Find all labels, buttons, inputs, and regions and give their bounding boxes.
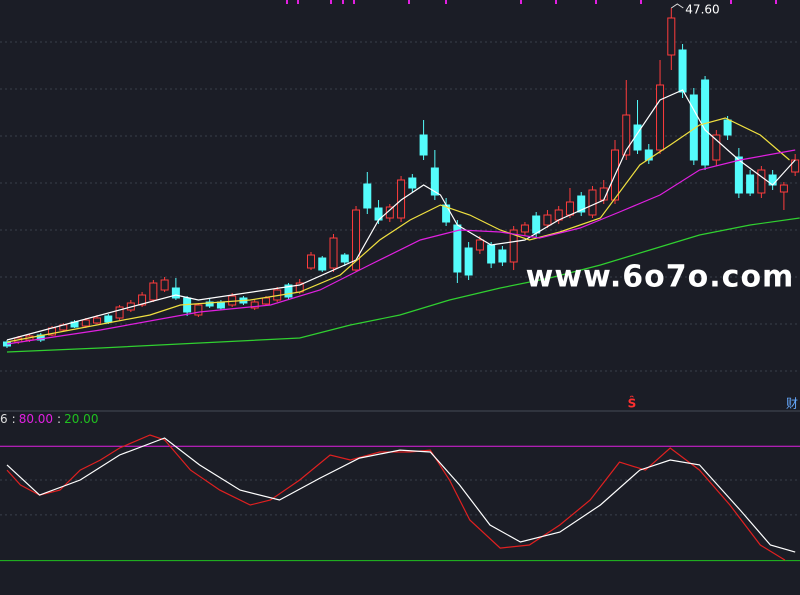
candle-body bbox=[712, 134, 721, 161]
event-marker: Ŝ bbox=[628, 396, 637, 411]
candle-body bbox=[261, 297, 270, 305]
candle-body bbox=[667, 17, 676, 56]
candle-body bbox=[205, 301, 214, 307]
candle-body bbox=[36, 334, 45, 341]
candle-body bbox=[408, 177, 417, 189]
candle-body bbox=[93, 317, 102, 324]
candle-body bbox=[520, 224, 529, 233]
candle-body bbox=[194, 304, 203, 316]
candle-body bbox=[430, 167, 439, 196]
indicator-line bbox=[6, 149, 796, 345]
indicator-line bbox=[6, 89, 796, 341]
candle-body bbox=[689, 94, 698, 161]
candle-body bbox=[284, 284, 293, 298]
candle-body bbox=[723, 119, 732, 136]
candle-body bbox=[734, 156, 743, 194]
watermark: www.6o7o.com bbox=[526, 260, 795, 295]
candle-body bbox=[306, 254, 315, 269]
candle-body bbox=[532, 215, 541, 234]
candle-body bbox=[757, 169, 766, 194]
candle-body bbox=[115, 306, 124, 319]
top-markers bbox=[286, 0, 777, 4]
candle-body bbox=[498, 249, 507, 263]
candle-body bbox=[171, 287, 180, 299]
candle-body bbox=[453, 224, 462, 273]
candle-body bbox=[329, 237, 338, 269]
level-label: 80.00 bbox=[19, 412, 53, 426]
separator: : bbox=[57, 412, 61, 426]
max-leader bbox=[671, 3, 684, 9]
indicator-line bbox=[6, 434, 786, 561]
candle-body bbox=[644, 149, 653, 161]
candle-body bbox=[779, 184, 788, 193]
candle-body bbox=[656, 84, 665, 151]
candle-body bbox=[577, 195, 586, 213]
indicator-name: 6 bbox=[0, 412, 8, 426]
candle-body bbox=[397, 179, 406, 219]
max-label: 47.60 bbox=[685, 3, 719, 17]
candle-body bbox=[475, 239, 484, 251]
candle-body bbox=[464, 247, 473, 276]
indicator-header: 6:80.00:20.00 bbox=[0, 412, 98, 426]
candle-body bbox=[81, 319, 90, 327]
candle-body bbox=[565, 201, 574, 216]
candle-body bbox=[318, 257, 327, 271]
candle-body bbox=[509, 229, 518, 263]
candle-body bbox=[138, 294, 147, 306]
candle-body bbox=[363, 183, 372, 209]
candle-body bbox=[543, 214, 552, 226]
candle-body bbox=[160, 279, 169, 291]
candle-body bbox=[419, 134, 428, 156]
indicator-line bbox=[6, 117, 790, 343]
level-label: 20.00 bbox=[64, 412, 98, 426]
indicator-line bbox=[6, 437, 796, 553]
candle-body bbox=[622, 114, 631, 156]
event-marker: 财 bbox=[786, 397, 798, 411]
candle-body bbox=[352, 209, 361, 271]
candle-body bbox=[487, 244, 496, 264]
indicator-line bbox=[6, 217, 800, 353]
candle-body bbox=[216, 301, 225, 309]
separator: : bbox=[12, 412, 16, 426]
candle-body bbox=[791, 159, 800, 173]
candle-body bbox=[228, 295, 237, 306]
candle-body bbox=[746, 174, 755, 194]
candle-body bbox=[678, 49, 687, 93]
candle-body bbox=[588, 189, 597, 216]
candle-body bbox=[250, 301, 259, 309]
candle-body bbox=[104, 315, 113, 323]
candle-body bbox=[149, 282, 158, 301]
candle-body bbox=[340, 254, 349, 263]
